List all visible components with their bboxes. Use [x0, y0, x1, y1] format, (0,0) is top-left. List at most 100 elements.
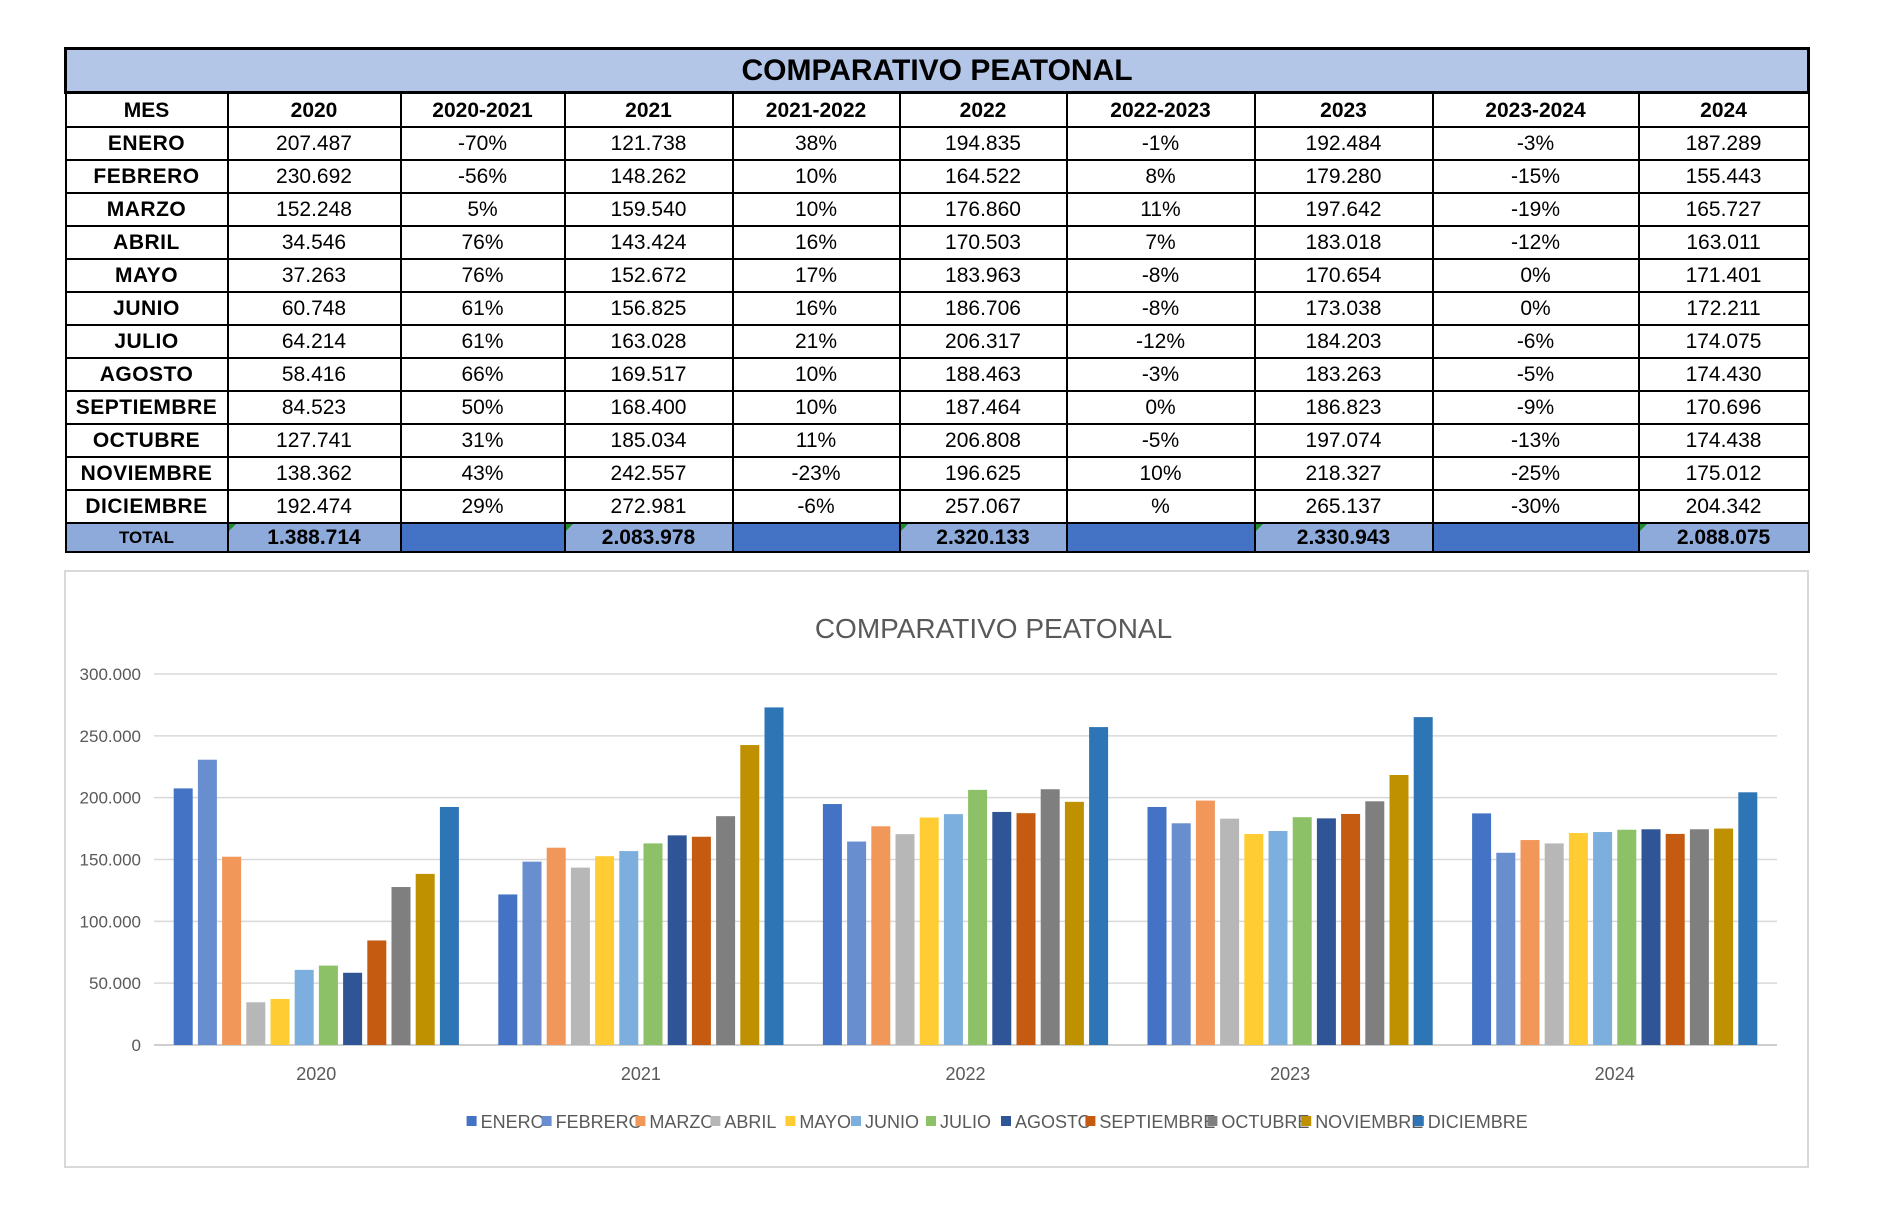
table-row: MAYO 37.263 76% 152.672 17% 183.963 -8% 170.654…: [64, 258, 1810, 293]
bar-mayo-2024: [1568, 833, 1588, 1045]
value-cell: 66%: [399, 357, 566, 392]
value-cell: -12%: [1065, 324, 1256, 359]
value-cell: -19%: [1431, 192, 1640, 227]
value-cell: 170.503: [898, 225, 1068, 260]
value-cell: 5%: [399, 192, 566, 227]
value-cell: 207.487: [226, 126, 402, 161]
value-cell: 60.748: [226, 291, 402, 326]
header-cell: 2020: [226, 91, 402, 128]
x-category-label: 2020: [296, 1064, 336, 1084]
header-cell: 2022-2023: [1065, 91, 1256, 128]
bar-diciembre-2023: [1413, 717, 1433, 1045]
value-cell: 187.464: [898, 390, 1068, 425]
value-cell: 163.011: [1637, 225, 1810, 260]
table-row: SEPTIEMBRE 84.523 50% 168.400 10% 187.464 0% 18…: [64, 390, 1810, 425]
legend-entry: MARZO: [649, 1112, 714, 1132]
value-cell: 0%: [1431, 291, 1640, 326]
table-row: FEBRERO 230.692 -56% 148.262 10% 164.522 8% 179…: [64, 159, 1810, 194]
legend-swatch: [1001, 1116, 1011, 1126]
bar-abril-2020: [246, 1002, 266, 1045]
value-cell: -8%: [1065, 258, 1256, 293]
bar-noviembre-2022: [1064, 801, 1084, 1045]
value-cell: 61%: [399, 324, 566, 359]
header-cell: 2023: [1253, 91, 1434, 128]
value-cell: 84.523: [226, 390, 402, 425]
bar-agosto-2023: [1316, 818, 1336, 1045]
value-cell: 179.280: [1253, 159, 1434, 194]
bar-marzo-2024: [1520, 840, 1540, 1045]
month-cell: ENERO: [64, 126, 229, 161]
value-cell: -5%: [1065, 423, 1256, 458]
table-title: COMPARATIVO PEATONAL: [63, 47, 1811, 94]
value-cell: 257.067: [898, 489, 1068, 524]
month-cell: AGOSTO: [64, 357, 229, 392]
value-cell: 37.263: [226, 258, 402, 293]
value-cell: 159.540: [563, 192, 734, 227]
x-category-label: 2021: [621, 1064, 661, 1084]
bar-diciembre-2024: [1738, 792, 1758, 1045]
table-row: ENERO 207.487 -70% 121.738 38% 194.835 -1% 192.…: [64, 126, 1810, 161]
value-cell: -1%: [1065, 126, 1256, 161]
total-empty-cell: [1065, 522, 1256, 553]
value-cell: 192.484: [1253, 126, 1434, 161]
table-row: DICIEMBRE 192.474 29% 272.981 -6% 257.067% 265…: [64, 489, 1810, 524]
legend-entry: DICIEMBRE: [1428, 1112, 1528, 1132]
value-cell: 64.214: [226, 324, 402, 359]
bar-agosto-2024: [1641, 829, 1661, 1045]
value-cell: 184.203: [1253, 324, 1434, 359]
value-cell: 152.248: [226, 192, 402, 227]
value-cell: 206.317: [898, 324, 1068, 359]
bar-febrero-2024: [1496, 852, 1516, 1045]
value-cell: 10%: [731, 357, 901, 392]
value-cell: 61%: [399, 291, 566, 326]
value-cell: 156.825: [563, 291, 734, 326]
value-cell: 174.075: [1637, 324, 1810, 359]
x-category-label: 2024: [1595, 1064, 1635, 1084]
bar-septiembre-2022: [1016, 813, 1036, 1045]
header-cell: 2023-2024: [1431, 91, 1640, 128]
bar-febrero-2023: [1171, 823, 1191, 1045]
value-cell: 272.981: [563, 489, 734, 524]
table-row: JUNIO 60.748 61% 156.825 16% 186.706 -8% 173.03…: [64, 291, 1810, 326]
value-cell: 218.327: [1253, 456, 1434, 491]
table-row: MARZO 152.248 5% 159.540 10% 176.860 11% 197.64…: [64, 192, 1810, 227]
value-cell: 11%: [731, 423, 901, 458]
month-cell: SEPTIEMBRE: [64, 390, 229, 425]
legend-swatch: [926, 1116, 936, 1126]
table-row: NOVIEMBRE 138.362 43% 242.557 -23% 196.625 10%…: [64, 456, 1810, 491]
table-row: JULIO 64.214 61% 163.028 21% 206.317 -12% 184.2…: [64, 324, 1810, 359]
y-tick-label: 300.000: [80, 665, 141, 684]
bar-chart: COMPARATIVO PEATONAL 0 50.000 100.000 150.00…: [64, 570, 1809, 1168]
total-empty-cell: [399, 522, 566, 553]
value-cell: 196.625: [898, 456, 1068, 491]
value-cell: 58.416: [226, 357, 402, 392]
value-cell: 176.860: [898, 192, 1068, 227]
value-cell: 50%: [399, 390, 566, 425]
total-value: 1.388.714: [226, 522, 402, 553]
value-cell: -56%: [399, 159, 566, 194]
bar-febrero-2021: [522, 861, 542, 1045]
value-cell: 21%: [731, 324, 901, 359]
value-cell: -70%: [399, 126, 566, 161]
legend-entry: ENERO: [481, 1112, 545, 1132]
value-cell: -15%: [1431, 159, 1640, 194]
bar-enero-2022: [822, 804, 842, 1045]
y-tick-label: 250.000: [80, 727, 141, 746]
value-cell: 186.706: [898, 291, 1068, 326]
total-empty-cell: [731, 522, 901, 553]
month-cell: JULIO: [64, 324, 229, 359]
value-cell: -13%: [1431, 423, 1640, 458]
value-cell: -30%: [1431, 489, 1640, 524]
legend-swatch: [1085, 1116, 1096, 1126]
bar-junio-2024: [1593, 832, 1613, 1045]
bar-septiembre-2020: [367, 940, 387, 1045]
bar-abril-2024: [1544, 843, 1564, 1045]
legend-swatch: [1301, 1116, 1312, 1126]
value-cell: 204.342: [1637, 489, 1810, 524]
value-cell: 0%: [1065, 390, 1256, 425]
bar-marzo-2020: [222, 856, 242, 1045]
value-cell: -9%: [1431, 390, 1640, 425]
value-cell: -5%: [1431, 357, 1640, 392]
legend-entry: JULIO: [940, 1112, 991, 1132]
value-cell: 10%: [731, 159, 901, 194]
